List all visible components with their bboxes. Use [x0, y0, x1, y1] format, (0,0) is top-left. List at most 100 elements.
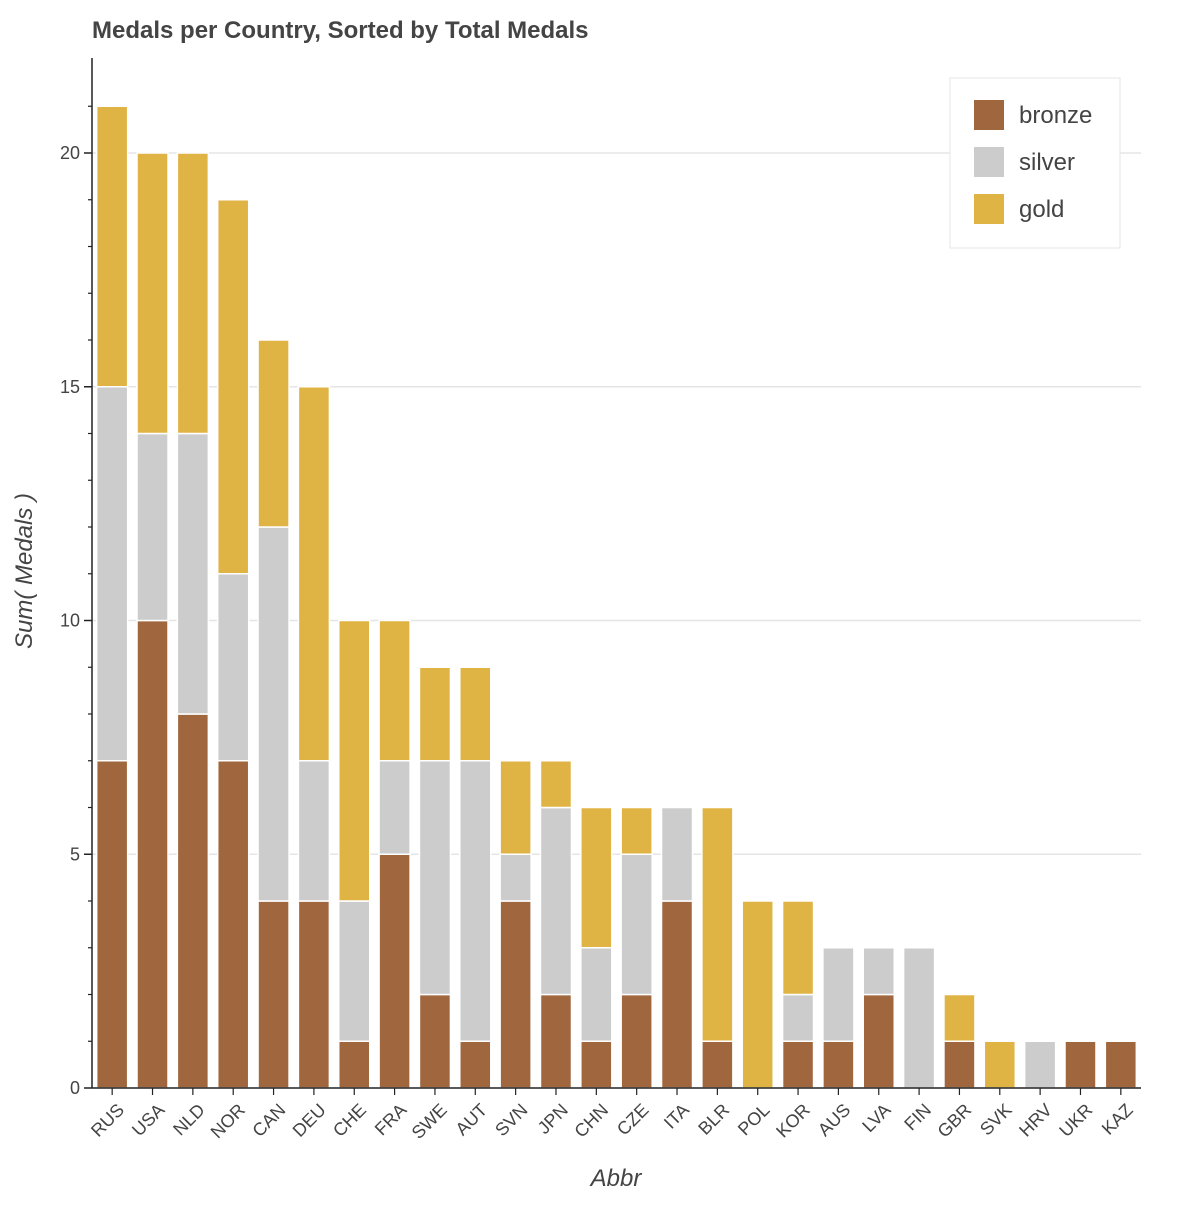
bar-nld-gold: [176, 152, 210, 435]
bar-can-bronze: [257, 900, 290, 1089]
axes: [91, 58, 1141, 1089]
x-tick-label-ita: ITA: [660, 1100, 693, 1133]
bar-lva-silver: [862, 947, 895, 996]
bar-blr-bronze: [701, 1040, 734, 1089]
bar-svn-bronze: [499, 900, 532, 1089]
bar-rus-silver: [95, 386, 129, 762]
bar-gbr-gold: [943, 993, 976, 1042]
bar-fra-silver: [378, 760, 411, 855]
x-tick-label-blr: BLR: [694, 1100, 733, 1139]
bar-kor-bronze: [781, 1040, 815, 1089]
bar-kor-gold: [781, 900, 815, 996]
bar-svn-gold: [499, 760, 532, 855]
x-tick-label-nld: NLD: [169, 1100, 209, 1140]
bar-cze-silver: [620, 853, 653, 996]
bar-aus-silver: [822, 947, 855, 1042]
x-tick-label-lva: LVA: [858, 1100, 894, 1136]
bar-can-gold: [257, 339, 290, 528]
bar-hrv-silver: [1023, 1040, 1057, 1089]
bar-ita-bronze: [660, 900, 694, 1089]
bar-deu-gold: [297, 386, 331, 762]
y-tick-label-2: 10: [60, 611, 80, 631]
x-tick-label-kor: KOR: [772, 1100, 814, 1142]
bar-swe-gold: [418, 666, 452, 762]
bar-nld-bronze: [176, 713, 210, 1089]
x-tick-label-pol: POL: [734, 1100, 774, 1140]
bar-aut-silver: [459, 760, 492, 1042]
x-tick-label-usa: USA: [128, 1100, 168, 1140]
x-axis-label: Abbr: [589, 1165, 643, 1192]
y-tick-label-1: 5: [70, 844, 80, 864]
bar-rus-bronze: [95, 760, 129, 1089]
legend-swatch-bronze: [974, 100, 1004, 130]
bar-fra-bronze: [378, 853, 411, 1089]
bar-fin-silver: [902, 947, 936, 1089]
bar-kor-silver: [781, 993, 815, 1042]
x-tick-label-nor: NOR: [207, 1100, 249, 1142]
y-axis-label: Sum( Medals ): [11, 493, 38, 649]
bar-svn-silver: [499, 853, 532, 902]
bar-svk-gold: [983, 1040, 1017, 1089]
bar-che-silver: [338, 900, 371, 1042]
bar-chn-gold: [580, 806, 613, 949]
bar-lva-bronze: [862, 993, 895, 1089]
bars: [95, 105, 1138, 1089]
bar-usa-bronze: [136, 619, 169, 1089]
bar-fra-gold: [378, 619, 411, 762]
legend-label-silver: silver: [1019, 149, 1075, 176]
x-tick-label-rus: RUS: [87, 1100, 128, 1141]
x-tick-label-svk: SVK: [976, 1100, 1016, 1140]
bar-jpn-bronze: [539, 993, 573, 1089]
y-tick-label-0: 0: [70, 1078, 80, 1098]
legend-label-bronze: bronze: [1019, 102, 1092, 129]
bar-deu-bronze: [297, 900, 331, 1089]
x-tick-label-svn: SVN: [491, 1100, 531, 1140]
bar-cze-gold: [620, 806, 653, 855]
x-tick-label-jpn: JPN: [534, 1100, 572, 1138]
x-tick-label-hrv: HRV: [1015, 1100, 1056, 1141]
x-tick-label-aus: AUS: [814, 1100, 854, 1140]
x-tick-label-fin: FIN: [900, 1100, 935, 1135]
bar-che-bronze: [338, 1040, 371, 1089]
bar-aus-bronze: [822, 1040, 855, 1089]
bar-nor-gold: [216, 199, 250, 575]
x-tick-label-fra: FRA: [371, 1100, 411, 1140]
bar-jpn-gold: [539, 760, 573, 809]
legend-label-gold: gold: [1019, 196, 1064, 223]
bar-kaz-bronze: [1104, 1040, 1138, 1089]
x-tick-label-cze: CZE: [613, 1100, 653, 1140]
x-tick-label-swe: SWE: [408, 1100, 451, 1143]
x-tick-label-che: CHE: [329, 1100, 370, 1141]
legend: bronze silver gold: [949, 77, 1121, 249]
bar-gbr-bronze: [943, 1040, 976, 1089]
bar-nld-silver: [176, 432, 210, 715]
bar-usa-silver: [136, 432, 169, 622]
bar-blr-gold: [701, 806, 734, 1042]
bar-ukr-bronze: [1064, 1040, 1097, 1089]
bar-can-silver: [257, 526, 290, 902]
bar-swe-bronze: [418, 993, 452, 1089]
x-tick-label-aut: AUT: [452, 1100, 492, 1140]
bar-aut-bronze: [459, 1040, 492, 1089]
bar-che-gold: [338, 619, 371, 902]
chart-title: Medals per Country, Sorted by Total Meda…: [92, 17, 589, 44]
bar-nor-bronze: [216, 760, 250, 1089]
bar-chn-silver: [580, 947, 613, 1042]
x-tick-label-gbr: GBR: [934, 1100, 976, 1142]
x-tick-label-ukr: UKR: [1055, 1100, 1096, 1141]
bar-ita-silver: [660, 806, 694, 902]
x-tick-label-kaz: KAZ: [1098, 1100, 1137, 1139]
bar-jpn-silver: [539, 806, 573, 996]
legend-swatch-silver: [974, 147, 1004, 177]
bar-nor-silver: [216, 573, 250, 762]
y-axis-ticks: 0 5 10 15 20: [60, 105, 92, 1098]
bar-chn-bronze: [580, 1040, 613, 1089]
x-tick-label-deu: DEU: [289, 1100, 330, 1141]
y-tick-label-4: 20: [60, 143, 80, 163]
bar-usa-gold: [136, 152, 169, 435]
bar-aut-gold: [459, 666, 492, 762]
bar-swe-silver: [418, 760, 452, 996]
x-tick-label-chn: CHN: [570, 1100, 612, 1142]
